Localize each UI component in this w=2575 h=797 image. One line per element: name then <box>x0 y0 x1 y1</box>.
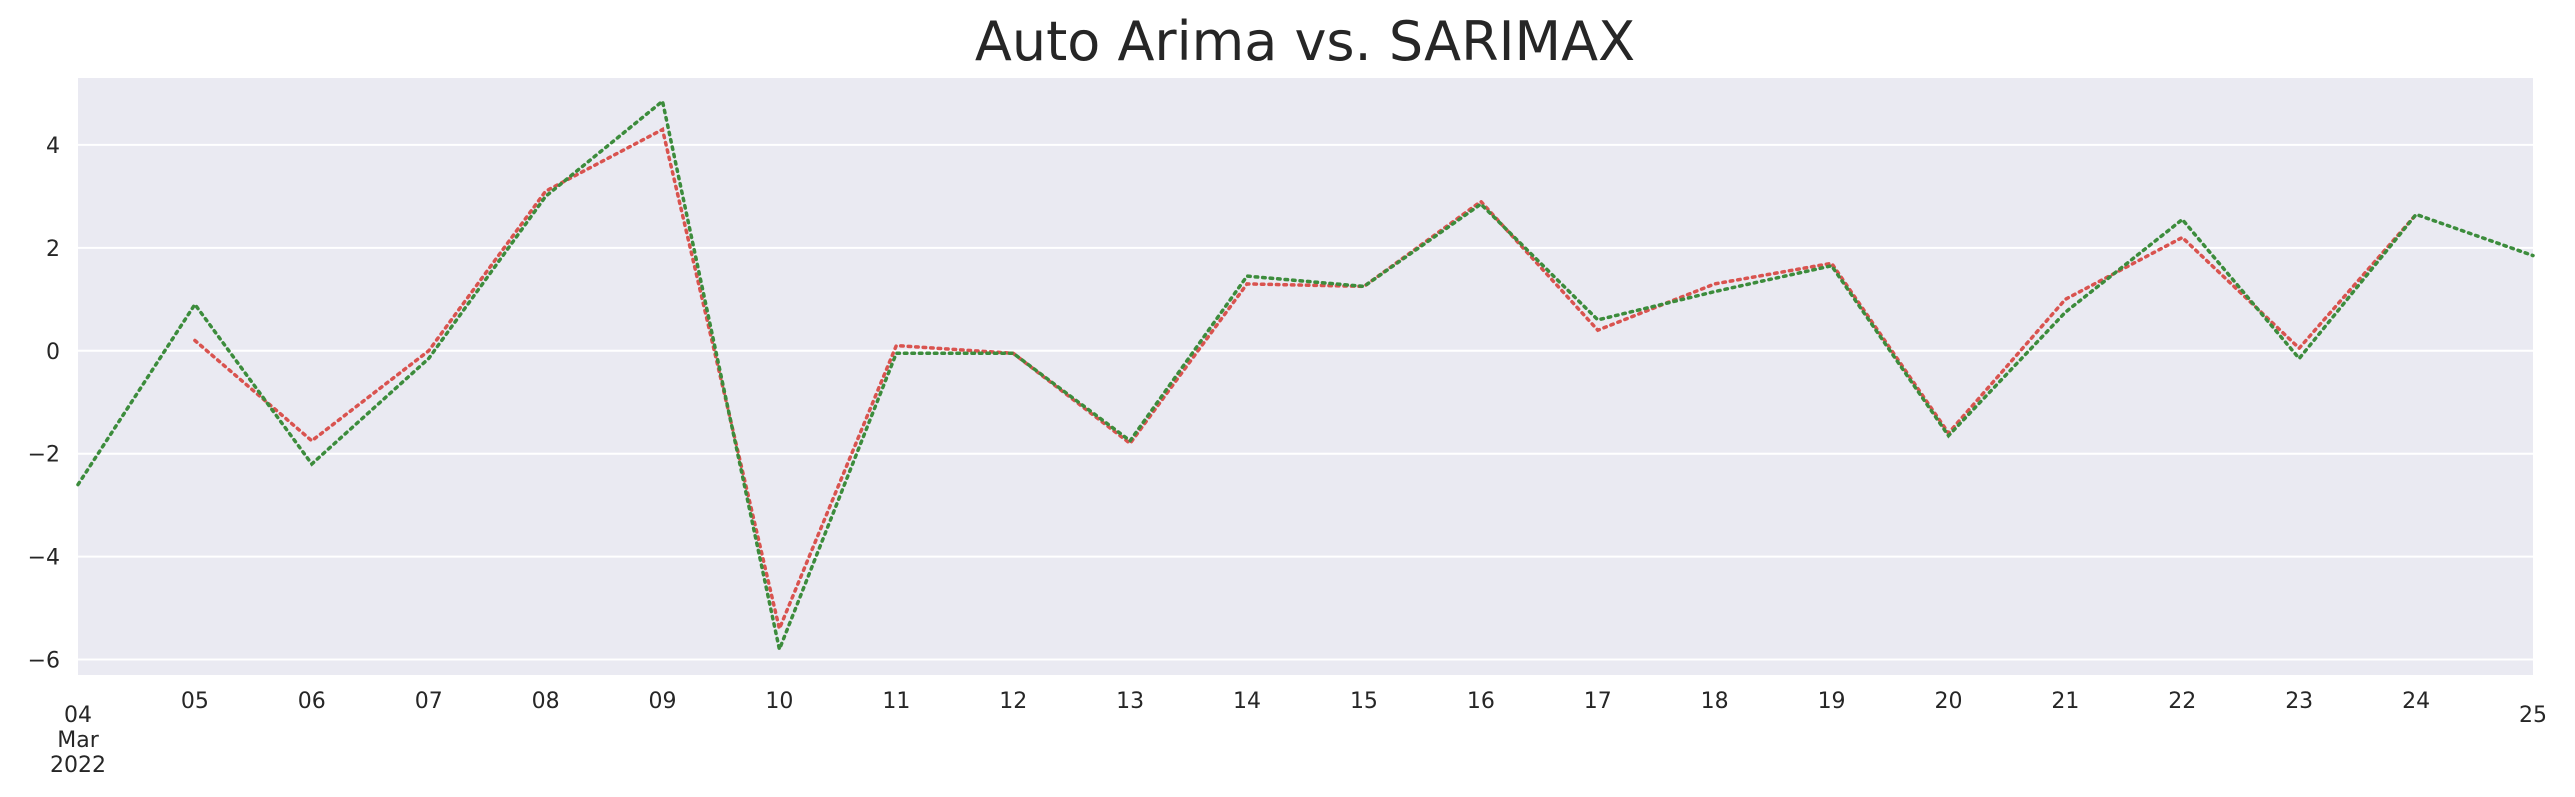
x-tick-label: 08 <box>532 689 560 714</box>
x-tick-label: 09 <box>649 689 677 714</box>
x-tick-label: 23 <box>2285 689 2313 714</box>
x-tick-label: 22 <box>2168 689 2196 714</box>
x-tick-label: 14 <box>1233 689 1261 714</box>
x-tick-label: 15 <box>1350 689 1378 714</box>
x-tick-label: 19 <box>1818 689 1846 714</box>
x-tick-label: 18 <box>1701 689 1729 714</box>
x-tick-label: 13 <box>1116 689 1144 714</box>
x-tick-label: 11 <box>882 689 910 714</box>
y-tick-label: 0 <box>46 340 60 365</box>
x-tick-label: 04 Mar 2022 <box>50 703 106 778</box>
x-tick-label: 06 <box>298 689 326 714</box>
x-tick-label: 21 <box>2051 689 2079 714</box>
y-tick-label: 2 <box>46 237 60 262</box>
y-tick-label: −6 <box>28 649 60 674</box>
x-tick-label: 16 <box>1467 689 1495 714</box>
x-tick-label: 10 <box>765 689 793 714</box>
y-axis-ticks: 4 2 0 −2 −4 −6 <box>28 134 60 674</box>
y-tick-label: −4 <box>28 546 60 571</box>
x-tick-label: 05 <box>181 689 209 714</box>
y-tick-label: 4 <box>46 134 60 159</box>
x-tick-label: 20 <box>1934 689 1962 714</box>
x-tick-label: 17 <box>1584 689 1612 714</box>
plot-area <box>78 78 2533 675</box>
x-tick-label: 24 <box>2402 689 2430 714</box>
y-tick-label: −2 <box>28 443 60 468</box>
x-tick-label: 07 <box>415 689 443 714</box>
x-axis-ticks: 04 Mar 2022 05 06 07 08 09 10 11 12 13 14 15 16 17 18 19 2… <box>50 689 2547 778</box>
x-tick-label: 25 <box>2519 703 2547 728</box>
x-tick-label: 12 <box>999 689 1027 714</box>
